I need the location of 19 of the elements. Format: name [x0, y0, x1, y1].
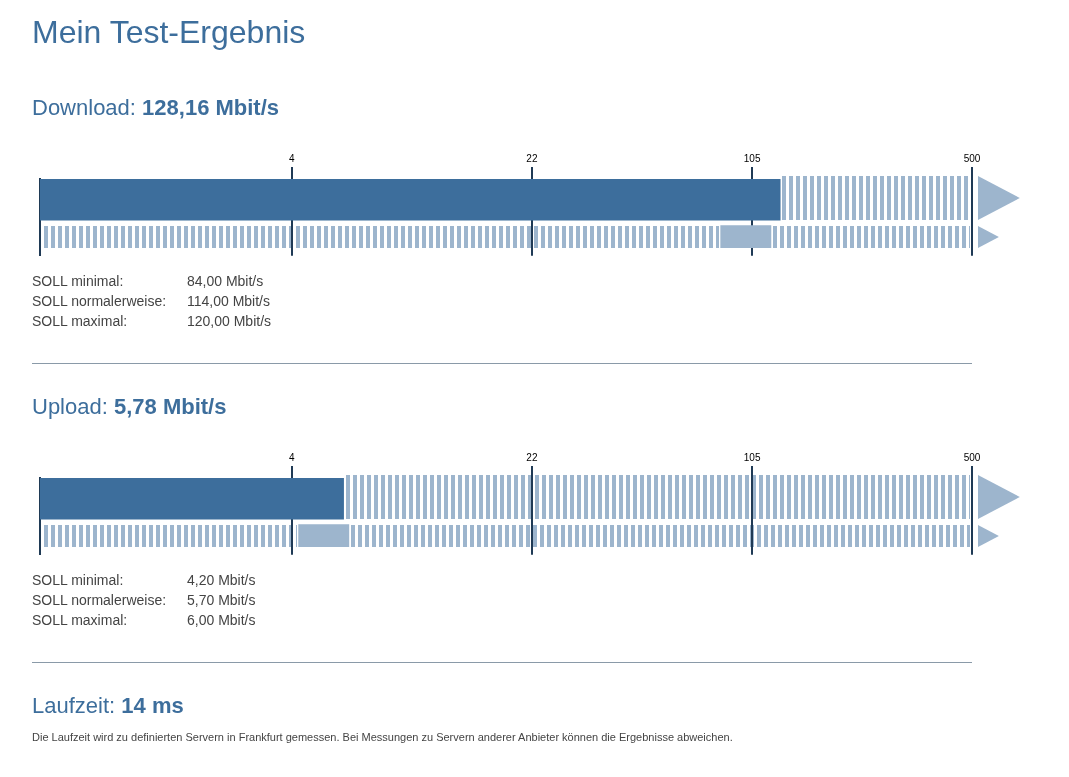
chart-subtitle: Download: 128,16 Mbit/s: [32, 95, 280, 120]
x-tick-label: 22: [526, 451, 538, 463]
text: SOLL minimal: 4,20 Mbit/s: [32, 572, 256, 588]
x-tick-label: 22: [526, 152, 538, 164]
x-tick-label: 105: [743, 451, 761, 463]
x-tick-label: 4: [288, 451, 295, 463]
text: SOLL minimal: 84,00 Mbit/s: [32, 273, 264, 289]
text: SOLL normalerweise: 5,70 Mbit/s: [32, 592, 256, 608]
text: Laufzeit: 14 ms: [32, 693, 184, 718]
chart-title: Mein Test-Ergebnis: [32, 14, 307, 51]
text: SOLL maximal: 6,00 Mbit/s: [32, 612, 256, 628]
text: SOLL normalerweise: 114,00 Mbit/s: [32, 293, 271, 309]
x-tick-label: 4: [288, 152, 295, 164]
chart-subtitle: Upload: 5,78 Mbit/s: [32, 394, 227, 419]
text: SOLL maximal: 120,00 Mbit/s: [32, 313, 272, 329]
x-tick-label: 500: [963, 451, 981, 463]
x-tick-label: 105: [743, 152, 761, 164]
x-tick-label: 500: [963, 152, 981, 164]
text: Die Laufzeit wird zu definierten Servern in Frankfurt gemessen. Bei Messungen zu Servern anderer Anbieter können die Ergebnisse abweichen.: [32, 731, 734, 743]
